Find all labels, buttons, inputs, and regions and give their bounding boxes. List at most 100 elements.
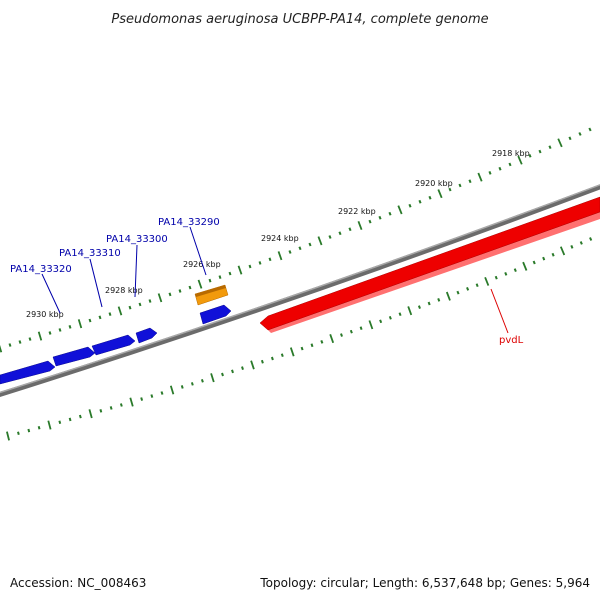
minor-tick	[148, 299, 152, 303]
callout-line	[89, 258, 103, 308]
minor-tick	[208, 278, 212, 283]
tick-label: 2920 kbp	[415, 179, 453, 188]
major-tick	[37, 331, 43, 341]
minor-tick	[178, 289, 182, 293]
minor-tick	[108, 312, 112, 317]
major-tick	[517, 155, 523, 165]
minor-tick	[532, 260, 536, 265]
minor-tick	[140, 397, 144, 401]
major-tick	[117, 306, 123, 316]
tick-label: 2922 kbp	[338, 207, 376, 216]
tick-label: 2928 kbp	[105, 286, 143, 295]
minor-tick	[248, 264, 252, 269]
major-tick	[47, 420, 52, 430]
major-tick	[484, 276, 490, 286]
gene-label-pvdL[interactable]: pvdL	[499, 335, 524, 346]
minor-tick	[218, 275, 222, 280]
minor-tick	[280, 353, 284, 358]
minor-tick	[498, 166, 502, 171]
minor-tick	[27, 428, 31, 433]
minor-tick	[437, 298, 441, 302]
tick-label: 2930 kbp	[26, 310, 64, 319]
minor-tick	[310, 343, 314, 348]
minor-tick	[551, 252, 555, 257]
minor-tick	[160, 391, 164, 395]
minor-tick	[260, 359, 264, 364]
minor-tick	[458, 183, 462, 188]
minor-tick	[221, 372, 224, 377]
minor-tick	[417, 305, 421, 309]
minor-tick	[379, 319, 383, 324]
minor-tick	[58, 420, 62, 425]
minor-tick	[388, 315, 392, 320]
scale-ring-outer	[0, 127, 592, 353]
minor-tick	[466, 287, 470, 291]
major-tick	[237, 265, 243, 275]
reverse-genes	[259, 196, 600, 333]
scale-ring-inner	[6, 237, 593, 441]
minor-tick	[398, 312, 402, 317]
genome-info-label: Topology: circular; Length: 6,537,648 bp…	[260, 576, 590, 590]
gene-arrow-pvdL[interactable]	[259, 196, 600, 331]
gene-arrow-PA14_33300-b[interactable]	[135, 327, 158, 344]
minor-tick	[241, 366, 244, 371]
minor-tick	[119, 403, 123, 407]
minor-tick	[17, 431, 20, 436]
tick-label: 2926 kbp	[183, 260, 221, 269]
gene-label-PA14_33290[interactable]: PA14_33290	[158, 217, 220, 228]
map-title: Pseudomonas aeruginosa UCBPP-PA14, compl…	[111, 12, 488, 27]
minor-tick	[258, 261, 262, 265]
minor-tick	[456, 290, 460, 295]
minor-tick	[138, 302, 142, 307]
gene-labels: PA14_33290 PA14_33300 PA14_33310 PA14_33…	[10, 217, 524, 346]
minor-tick	[190, 382, 194, 386]
minor-tick	[368, 219, 372, 224]
minor-tick	[150, 394, 154, 398]
minor-tick	[388, 211, 392, 216]
genome-backbone-highlight	[0, 184, 600, 394]
major-tick	[357, 220, 363, 231]
minor-tick	[548, 145, 552, 149]
gene-label-PA14_33310[interactable]: PA14_33310	[59, 248, 121, 259]
minor-tick	[475, 283, 479, 288]
gene-arrow-orange-top	[195, 285, 226, 297]
minor-tick	[359, 326, 363, 331]
minor-tick	[378, 215, 382, 220]
minor-tick	[300, 346, 304, 351]
minor-tick	[579, 241, 583, 245]
major-tick	[368, 320, 374, 330]
minor-tick	[98, 315, 102, 320]
gene-arrow-PA14_33290[interactable]	[199, 304, 232, 325]
major-tick	[157, 293, 163, 303]
minor-tick	[88, 318, 92, 323]
minor-tick	[589, 237, 593, 241]
gene-arrow-PA14_33310[interactable]	[52, 346, 96, 367]
gene-label-PA14_33300[interactable]: PA14_33300	[106, 234, 168, 245]
minor-tick	[408, 203, 412, 208]
minor-tick	[78, 414, 82, 419]
minor-tick	[231, 369, 234, 374]
gene-arrow-PA14_33320[interactable]	[0, 360, 56, 385]
major-tick	[277, 251, 283, 261]
minor-tick	[68, 324, 72, 329]
major-tick	[317, 236, 323, 246]
major-tick	[522, 261, 528, 271]
major-tick	[88, 409, 93, 419]
minor-tick	[180, 385, 184, 389]
minor-tick	[128, 305, 132, 310]
minor-tick	[348, 227, 352, 232]
accession-label: Accession: NC_008463	[10, 576, 147, 590]
major-tick	[445, 291, 451, 301]
minor-tick	[37, 426, 41, 430]
minor-tick	[68, 417, 72, 422]
gene-label-PA14_33320[interactable]: PA14_33320	[10, 264, 72, 275]
major-tick	[407, 306, 413, 316]
gene-arrow-PA14_33300[interactable]	[91, 334, 136, 356]
minor-tick	[488, 171, 492, 175]
minor-tick	[418, 199, 422, 204]
minor-tick	[99, 409, 103, 413]
tick-label: 2924 kbp	[261, 234, 299, 243]
minor-tick	[320, 340, 324, 344]
forward-genes	[0, 284, 232, 385]
